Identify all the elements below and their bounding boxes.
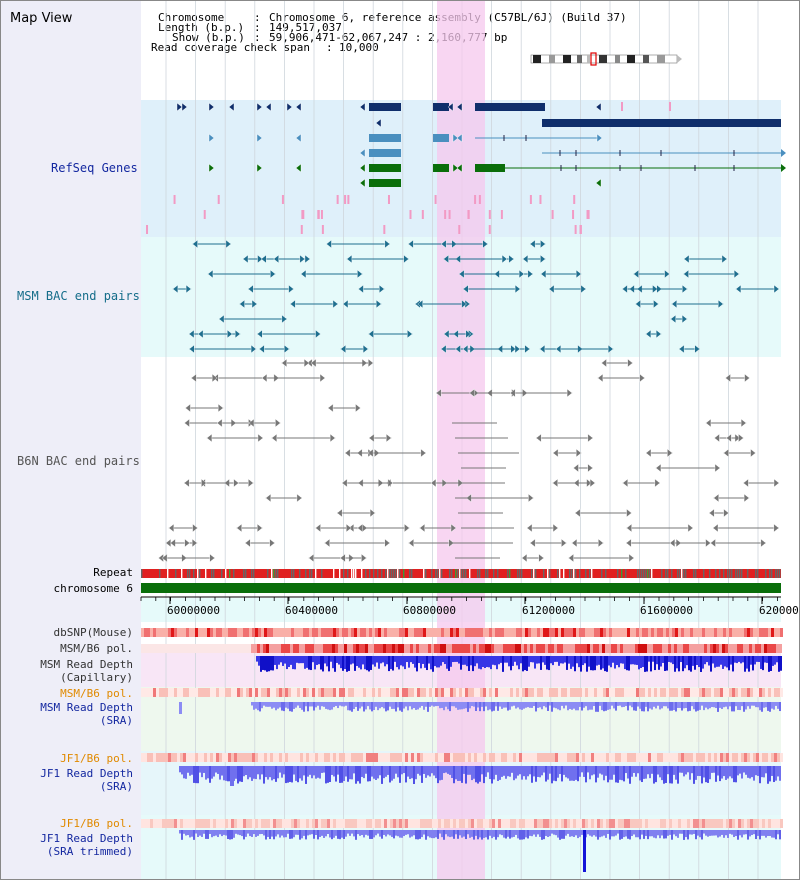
axis-tick-label: 60800000 bbox=[403, 604, 456, 617]
msm-bac-label: MSM BAC end pairs bbox=[17, 289, 140, 303]
selection-highlight[interactable] bbox=[437, 1, 485, 880]
page-title: Map View bbox=[10, 11, 73, 26]
b6n-bac-label: B6N BAC end pairs bbox=[17, 454, 140, 468]
axis-tick-label: 620000 bbox=[759, 604, 799, 617]
coverage-label: Read coverage check span bbox=[151, 41, 310, 54]
chromosome-colon: : bbox=[254, 11, 261, 24]
track-label-column bbox=[1, 1, 141, 879]
refseq-gene-arrows[interactable] bbox=[176, 102, 786, 188]
axis-tick-label: 61200000 bbox=[522, 604, 575, 617]
msm-read-depth-sra-sub: (SRA) bbox=[99, 714, 133, 727]
position-axis bbox=[140, 596, 781, 604]
msm-read-depth-sra-label: MSM Read Depth bbox=[40, 701, 133, 714]
repeat-label: Repeat bbox=[93, 566, 133, 579]
msm-b6-pol-label-1: MSM/B6 pol. bbox=[60, 642, 133, 655]
refseq-pink-marks bbox=[146, 102, 671, 234]
jf1-read-depth-trimmed-sub: (SRA trimmed) bbox=[46, 845, 133, 858]
chromosome-label: Chromosome bbox=[158, 11, 225, 24]
ideogram-position-marker bbox=[590, 52, 597, 66]
jf1-read-depth-sra-label: JF1 Read Depth bbox=[40, 767, 133, 780]
msm-bac-end-pairs[interactable] bbox=[172, 239, 780, 354]
repeat-track[interactable] bbox=[141, 569, 781, 578]
axis-tick-label: 61600000 bbox=[640, 604, 693, 617]
coverage-value: 10,000 bbox=[339, 41, 379, 54]
msm-b6-pol-label-2: MSM/B6 pol. bbox=[60, 687, 133, 700]
msm-read-depth-capillary-sub: (Capillary) bbox=[60, 671, 133, 684]
jf1-b6-pol-label-1: JF1/B6 pol. bbox=[60, 752, 133, 765]
refseq-gene-track[interactable] bbox=[369, 103, 785, 187]
axis-tick-label: 60000000 bbox=[167, 604, 220, 617]
jf1-read-depth-trimmed-label: JF1 Read Depth bbox=[40, 832, 133, 845]
chromosome-bar[interactable] bbox=[141, 583, 781, 593]
chromosome-label-track: chromosome 6 bbox=[53, 582, 133, 595]
coverage-colon: : bbox=[326, 41, 333, 54]
chromosome-ideogram[interactable] bbox=[530, 52, 682, 66]
jf1-read-depth-sra-sub: (SRA) bbox=[99, 780, 133, 793]
dbsnp-label: dbSNP(Mouse) bbox=[53, 626, 133, 639]
length-label: Length (b.p.) bbox=[158, 21, 245, 34]
read-depth-tracks[interactable] bbox=[179, 656, 782, 872]
length-colon: : bbox=[254, 21, 261, 34]
axis-tick-label: 60400000 bbox=[285, 604, 338, 617]
show-colon: : bbox=[254, 31, 261, 44]
refseq-genes-label: RefSeq Genes bbox=[51, 161, 138, 175]
b6n-bac-end-pairs[interactable] bbox=[158, 358, 780, 574]
jf1-b6-pol-label-2: JF1/B6 pol. bbox=[60, 817, 133, 830]
length-value: 149,517,037 bbox=[269, 21, 342, 34]
polymorphism-heat-tracks[interactable] bbox=[141, 628, 783, 828]
msm-read-depth-capillary-label: MSM Read Depth bbox=[40, 658, 133, 671]
